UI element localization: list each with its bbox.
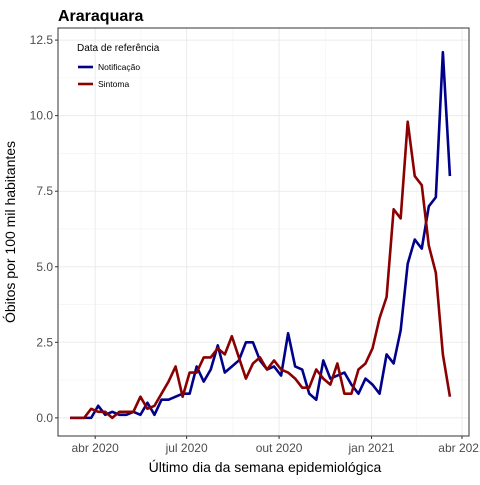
x-tick-label: abr 2021 xyxy=(438,441,480,455)
major-gridlines xyxy=(58,28,469,436)
y-axis: 0.0 2.5 5.0 7.5 10.0 12.5 xyxy=(30,33,58,425)
x-axis-label: Último dia da semana epidemiológica xyxy=(149,459,382,475)
plot-panel-background xyxy=(58,28,469,436)
plot-panel xyxy=(57,27,470,437)
minor-gridlines xyxy=(58,28,469,436)
x-tick-label: out 2020 xyxy=(256,441,303,455)
y-tick-label: 12.5 xyxy=(30,33,54,47)
y-axis-label: Óbitos por 100 mil habitantes xyxy=(2,141,18,323)
x-tick-label: abr 2020 xyxy=(71,441,119,455)
chart-title: Araraquara xyxy=(58,8,143,25)
series-lines xyxy=(70,50,452,420)
legend: Data de referência Notificação Sintoma xyxy=(77,43,160,89)
y-tick-label: 5.0 xyxy=(36,260,53,274)
legend-title: Data de referência xyxy=(77,43,160,54)
x-axis: abr 2020 jul 2020 out 2020 jan 2021 abr 2021 xyxy=(71,436,480,455)
legend-label-sintoma: Sintoma xyxy=(98,79,129,89)
series-line-sintoma xyxy=(70,120,452,420)
y-tick-label: 10.0 xyxy=(30,109,54,123)
plot-panel-border xyxy=(57,27,470,437)
x-tick-label: jul 2020 xyxy=(165,441,208,455)
y-tick-label: 7.5 xyxy=(36,184,53,198)
legend-label-notificacao: Notificação xyxy=(98,62,140,72)
x-tick-label: jan 2021 xyxy=(348,441,395,455)
y-tick-label: 2.5 xyxy=(36,335,53,349)
y-tick-label: 0.0 xyxy=(36,411,53,425)
